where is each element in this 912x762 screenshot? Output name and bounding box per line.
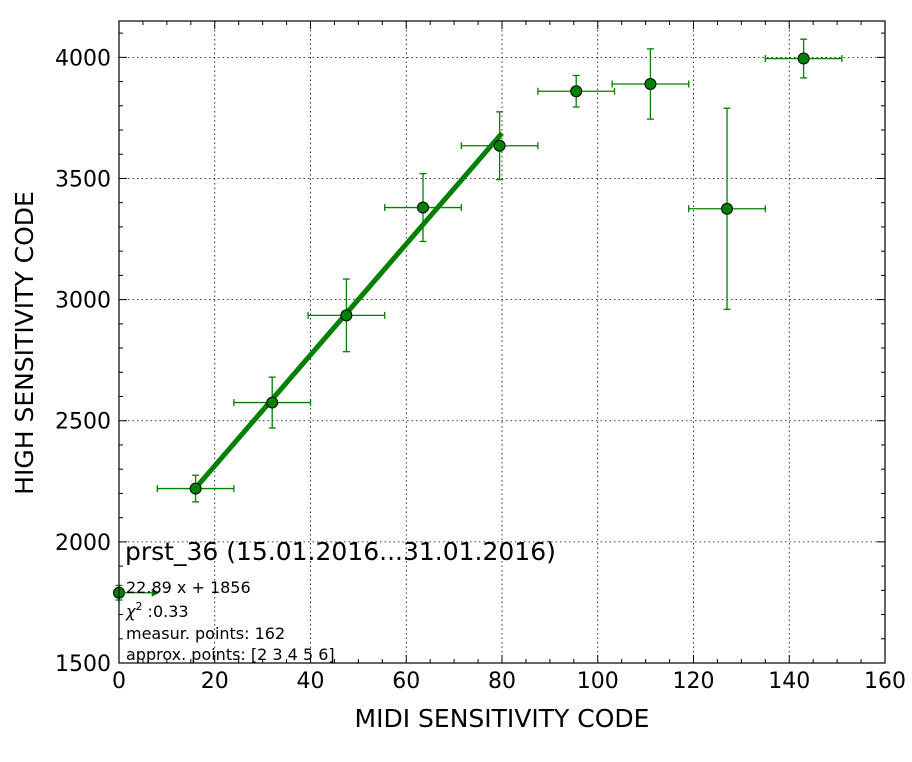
data-point (189, 482, 202, 495)
x-tick-label: 0 (112, 669, 126, 694)
data-point (340, 309, 353, 322)
grid (118, 21, 886, 664)
chi-square-text: χ2 :0.33 (125, 600, 189, 621)
arrow-group (119, 588, 160, 597)
x-tick-label: 60 (392, 669, 420, 694)
y-tick-label: 2000 (55, 531, 111, 556)
fit-equation: 22.89 x + 1856 (126, 578, 251, 597)
y-tick-label: 1500 (55, 652, 111, 677)
annotation-title: prst_36 (15.01.2016...31.01.2016) (125, 537, 556, 566)
error-bars (115, 38, 843, 601)
y-tick-label: 2500 (55, 410, 111, 435)
data-point (417, 201, 430, 214)
chi-superscript: 2 (135, 600, 142, 613)
plot-frame (118, 20, 886, 664)
chi-symbol: χ (125, 602, 136, 621)
y-tick-label: 3500 (55, 167, 111, 192)
x-tick-label: 100 (577, 669, 619, 694)
y-tick-label: 3000 (55, 289, 111, 314)
data-point (266, 396, 279, 409)
y-axis-title: HIGH SENSITIVITY CODE (10, 191, 39, 495)
arrow-head (151, 588, 160, 597)
x-tick-label: 120 (673, 669, 715, 694)
data-point (797, 52, 810, 65)
data-point (570, 85, 583, 98)
data-point (644, 77, 657, 90)
x-tick-label: 140 (768, 669, 810, 694)
approx-points-text: approx. points: [2 3 4 5 6] (126, 645, 335, 664)
x-axis-title: MIDI SENSITIVITY CODE (355, 704, 650, 733)
y-ticks: 1500 2000 2500 3000 3500 4000 (55, 32, 885, 677)
x-ticks: 0 20 40 60 80 100 120 140 160 (112, 21, 906, 694)
x-tick-label: 80 (488, 669, 516, 694)
x-tick-label: 160 (864, 669, 906, 694)
measur-points-text: measur. points: 162 (126, 624, 285, 643)
data-points (113, 52, 810, 599)
x-tick-label: 20 (201, 669, 229, 694)
x-tick-label: 40 (297, 669, 325, 694)
y-tick-label: 4000 (55, 46, 111, 71)
data-point (493, 139, 506, 152)
chi-value: :0.33 (142, 602, 188, 621)
data-point (721, 202, 734, 215)
